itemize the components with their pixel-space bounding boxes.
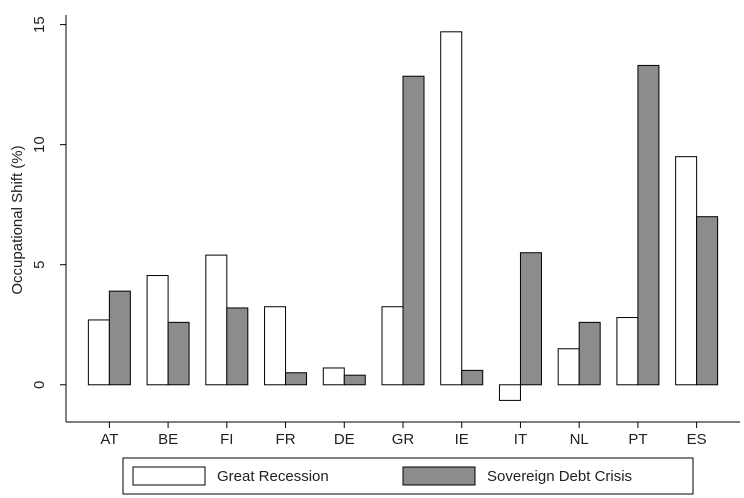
bar bbox=[616, 317, 639, 386]
bar bbox=[461, 369, 484, 386]
y-tick-label: 5 bbox=[31, 261, 48, 269]
x-tick-label: AT bbox=[100, 431, 118, 448]
bar bbox=[322, 367, 345, 386]
bar bbox=[205, 254, 228, 386]
bar bbox=[146, 275, 169, 386]
bar bbox=[343, 374, 366, 386]
y-tick-label: 0 bbox=[31, 381, 48, 389]
bar bbox=[226, 307, 249, 386]
x-tick-label: PT bbox=[628, 431, 647, 448]
x-tick-label: IT bbox=[514, 431, 527, 448]
legend-label: Sovereign Debt Crisis bbox=[487, 468, 632, 485]
bar bbox=[264, 306, 287, 386]
bar bbox=[557, 348, 580, 386]
y-tick-label: 10 bbox=[31, 136, 48, 153]
y-tick-label: 15 bbox=[31, 16, 48, 33]
y-axis-label: Occupational Shift (%) bbox=[9, 145, 26, 294]
x-tick-label: BE bbox=[158, 431, 178, 448]
bar bbox=[675, 156, 698, 386]
x-tick-label: NL bbox=[570, 431, 589, 448]
x-tick-label: ES bbox=[687, 431, 707, 448]
x-tick-label: FR bbox=[276, 431, 296, 448]
bar bbox=[108, 290, 131, 386]
x-tick-label: IE bbox=[455, 431, 469, 448]
bar bbox=[87, 319, 110, 386]
bar bbox=[285, 372, 308, 386]
legend-swatch bbox=[132, 466, 206, 486]
bar bbox=[696, 216, 719, 386]
bar bbox=[498, 384, 521, 401]
bar bbox=[402, 75, 425, 386]
legend-swatch bbox=[402, 466, 476, 486]
bar bbox=[440, 31, 463, 386]
x-tick-label: FI bbox=[220, 431, 233, 448]
bar bbox=[519, 252, 542, 386]
bar bbox=[637, 64, 660, 386]
x-tick-label: DE bbox=[334, 431, 355, 448]
bar bbox=[167, 321, 190, 386]
legend-label: Great Recession bbox=[217, 468, 329, 485]
bar bbox=[578, 321, 601, 386]
bar bbox=[381, 306, 404, 386]
x-tick-label: GR bbox=[392, 431, 415, 448]
